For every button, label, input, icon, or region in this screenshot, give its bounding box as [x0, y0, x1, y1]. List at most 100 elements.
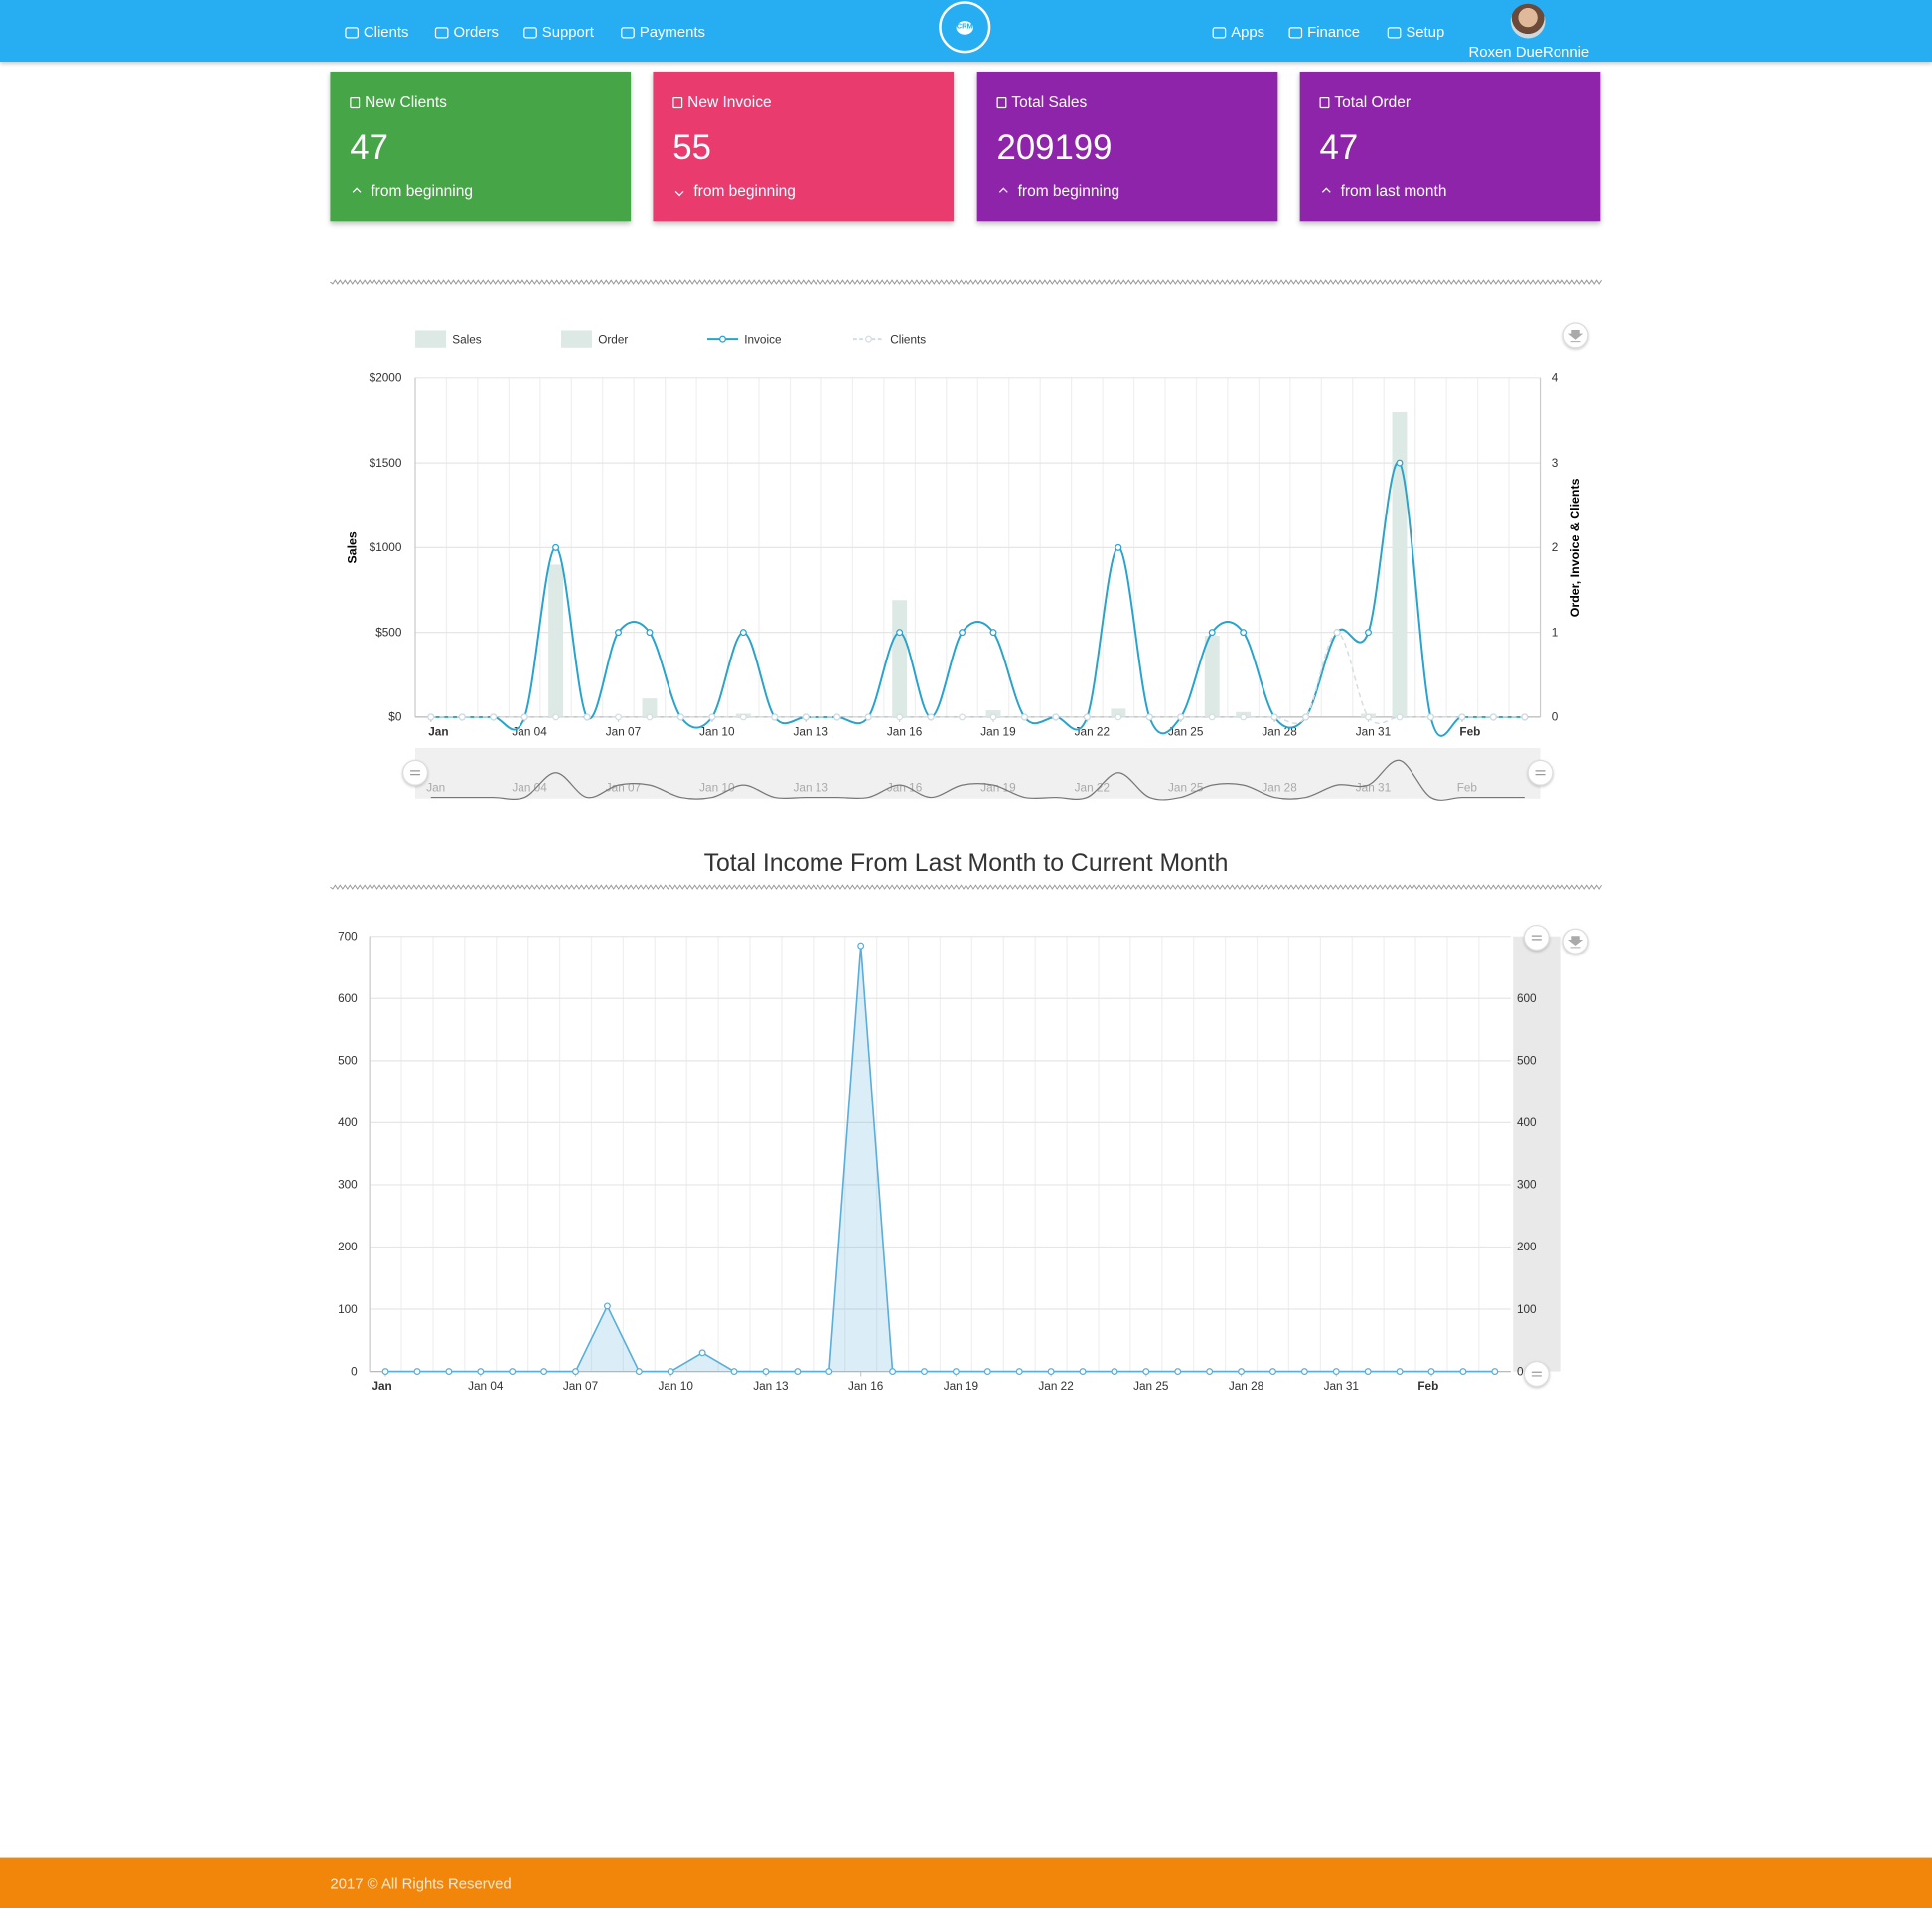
y-tick-label: $1500	[370, 457, 402, 470]
marker	[1177, 713, 1185, 721]
x-tick-label: Jan 07	[563, 1380, 598, 1393]
marker	[540, 1368, 548, 1376]
legend-label[interactable]: Order	[598, 333, 628, 346]
marker	[739, 629, 747, 637]
stat-card: New Clients 47 from beginning	[330, 71, 632, 222]
y-tick-label: $2000	[370, 372, 402, 385]
marker	[1332, 1368, 1340, 1376]
navigator-handle[interactable]	[1523, 924, 1550, 951]
marker	[552, 543, 560, 551]
legend-label[interactable]: Invoice	[744, 333, 782, 346]
marker	[864, 713, 872, 721]
x-tick-label: Feb	[1417, 1380, 1438, 1393]
marker	[1458, 713, 1466, 721]
avatar[interactable]	[1510, 3, 1546, 39]
legend-label[interactable]: Sales	[452, 333, 482, 346]
marker	[794, 1368, 802, 1376]
marker	[1300, 1368, 1308, 1376]
card-title-row: New Clients	[350, 93, 447, 111]
nav-label: Clients	[363, 23, 409, 41]
card-value: 47	[1319, 128, 1359, 167]
download-icon	[1567, 329, 1584, 343]
marker	[1115, 713, 1122, 721]
card-value: 55	[672, 128, 711, 167]
nav-link[interactable]: Finance	[1288, 24, 1360, 41]
marker	[802, 713, 810, 721]
nav-link[interactable]: Apps	[1212, 23, 1265, 41]
y-tick-label: 400	[338, 1116, 358, 1129]
user-name[interactable]: Roxen DueRonnie	[1468, 43, 1590, 61]
marker	[413, 1368, 421, 1376]
nav-link[interactable]: Payments	[621, 24, 705, 41]
nav-link[interactable]: Clients	[345, 24, 408, 41]
marker	[676, 713, 684, 721]
logo[interactable]: CRM	[939, 1, 991, 54]
marker	[698, 1349, 706, 1357]
stat-card: Total Order 47 from last month	[1299, 71, 1601, 222]
marker	[959, 629, 966, 637]
x-tick-label: Jan 22	[1075, 726, 1110, 739]
marker	[989, 713, 997, 721]
marker	[927, 713, 935, 721]
marker	[1206, 1368, 1214, 1376]
nav-link[interactable]: Support	[523, 24, 594, 41]
y-tick-label: 300	[338, 1179, 358, 1192]
card-note: from beginning	[1017, 182, 1120, 200]
navigator-label: 400	[1517, 1116, 1537, 1129]
navigator-label: Jan 04	[512, 781, 547, 794]
logo-text: CRM	[956, 21, 973, 35]
nav-label: Apps	[1231, 23, 1265, 41]
y-tick-label: 0	[351, 1365, 358, 1378]
legend-marker	[719, 335, 726, 343]
x-tick-label: Jan 28	[1262, 726, 1297, 739]
navigator-label: Jan 31	[1356, 781, 1391, 794]
navigator-label: Jan 10	[699, 781, 735, 794]
legend-marker	[865, 335, 872, 343]
marker	[1427, 1368, 1435, 1376]
card-icon	[350, 96, 361, 108]
card-title: Total Sales	[1011, 93, 1088, 111]
marker	[646, 713, 654, 721]
legend-label[interactable]: Clients	[890, 333, 926, 346]
y2-tick-label: 1	[1552, 626, 1559, 639]
marker	[730, 1368, 738, 1376]
marker	[989, 629, 997, 637]
handle-icon	[1535, 770, 1546, 776]
marker	[458, 713, 466, 721]
marker	[983, 1368, 991, 1376]
navigator-handle[interactable]	[1523, 1361, 1550, 1388]
marker	[896, 713, 904, 721]
x-tick-label: Feb	[1459, 726, 1480, 739]
navigator-handle[interactable]	[1527, 759, 1554, 786]
navigator-label: 300	[1517, 1179, 1537, 1192]
marker	[1396, 459, 1404, 467]
card-value: 47	[350, 128, 388, 167]
marker	[1396, 713, 1404, 721]
marker	[1208, 713, 1216, 721]
marker	[490, 713, 498, 721]
navigator-line	[430, 759, 1525, 801]
marker	[1240, 629, 1248, 637]
nav-link[interactable]: Setup	[1387, 24, 1444, 41]
bar	[548, 564, 564, 717]
marker	[1083, 713, 1091, 721]
nav-link[interactable]: Orders	[434, 24, 499, 41]
marker	[739, 713, 747, 721]
card-icon	[996, 96, 1007, 108]
marker	[1115, 543, 1122, 551]
x-tick-label: Jan 13	[753, 1380, 789, 1393]
navigator-handle[interactable]	[402, 759, 429, 786]
marker	[427, 713, 435, 721]
divider	[330, 279, 1602, 890]
marker	[1302, 713, 1310, 721]
nav-label: Support	[541, 23, 594, 41]
y-tick-label: 100	[338, 1303, 358, 1316]
marker	[1020, 713, 1028, 721]
navigator-label: Jan 13	[794, 781, 829, 794]
marker	[1145, 713, 1153, 721]
navigator-label: 500	[1517, 1055, 1537, 1068]
marker	[889, 1368, 897, 1376]
bar	[642, 698, 658, 717]
marker	[1047, 1368, 1055, 1376]
